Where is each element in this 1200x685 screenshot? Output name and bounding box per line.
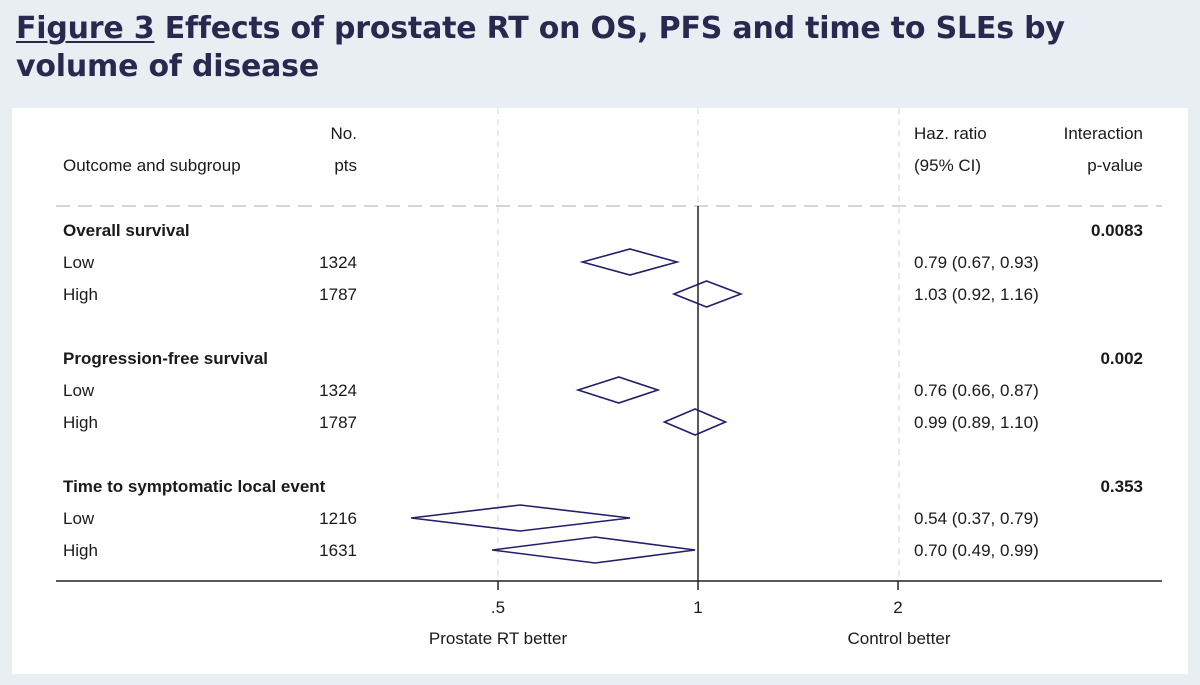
figure-title: Figure 3 Effects of prostate RT on OS, P… xyxy=(16,10,1186,86)
hazard-ratio-label: 0.76 (0.66, 0.87) xyxy=(914,381,1039,400)
subgroup-label: Low xyxy=(63,381,95,400)
subgroup-label: High xyxy=(63,285,98,304)
figure-label: Figure 3 xyxy=(16,11,155,46)
x-tick-label: .5 xyxy=(491,598,505,617)
patient-count: 1631 xyxy=(319,541,357,560)
header-hr-line2: (95% CI) xyxy=(914,156,981,175)
patient-count: 1216 xyxy=(319,509,357,528)
forest-plot: Outcome and subgroup No. pts Haz. ratio (95%… xyxy=(56,108,1162,648)
hazard-ratio-label: 0.54 (0.37, 0.79) xyxy=(914,509,1039,528)
header-p-line1: Interaction xyxy=(1064,124,1143,143)
subgroup-label: High xyxy=(63,413,98,432)
group-title: Progression-free survival xyxy=(63,349,268,368)
hazard-ratio-diamond xyxy=(492,536,696,564)
hazard-ratio-diamond xyxy=(662,408,728,436)
hazard-ratio-diamond xyxy=(575,376,661,404)
subgroup-label: Low xyxy=(63,253,95,272)
subgroup-label: Low xyxy=(63,509,95,528)
x-tick-label: 2 xyxy=(893,598,902,617)
header-hr-line1: Haz. ratio xyxy=(914,124,987,143)
hazard-ratio-label: 1.03 (0.92, 1.16) xyxy=(914,285,1039,304)
interaction-p-value: 0.002 xyxy=(1100,349,1143,368)
figure-caption: Effects of prostate RT on OS, PFS and ti… xyxy=(16,11,1065,84)
hazard-ratio-diamond xyxy=(671,280,744,308)
patient-count: 1324 xyxy=(319,381,357,400)
x-tick-label: 1 xyxy=(693,598,702,617)
x-axis-right-label: Control better xyxy=(848,629,951,648)
patient-count: 1324 xyxy=(319,253,357,272)
group-title: Time to symptomatic local event xyxy=(63,477,326,496)
interaction-p-value: 0.0083 xyxy=(1091,221,1143,240)
hazard-ratio-label: 0.79 (0.67, 0.93) xyxy=(914,253,1039,272)
interaction-p-value: 0.353 xyxy=(1100,477,1143,496)
header-pts-line1: No. xyxy=(331,124,357,143)
header-pts-line2: pts xyxy=(334,156,357,175)
patient-count: 1787 xyxy=(319,285,357,304)
x-axis-left-label: Prostate RT better xyxy=(429,629,568,648)
subgroup-label: High xyxy=(63,541,98,560)
hazard-ratio-label: 0.70 (0.49, 0.99) xyxy=(914,541,1039,560)
hazard-ratio-diamond xyxy=(579,248,681,276)
hazard-ratio-label: 0.99 (0.89, 1.10) xyxy=(914,413,1039,432)
group-title: Overall survival xyxy=(63,221,190,240)
hazard-ratio-diamond xyxy=(411,504,631,532)
header-p-line2: p-value xyxy=(1087,156,1143,175)
header-outcome: Outcome and subgroup xyxy=(63,156,241,175)
forest-plot-panel: Outcome and subgroup No. pts Haz. ratio (95%… xyxy=(12,108,1188,674)
patient-count: 1787 xyxy=(319,413,357,432)
